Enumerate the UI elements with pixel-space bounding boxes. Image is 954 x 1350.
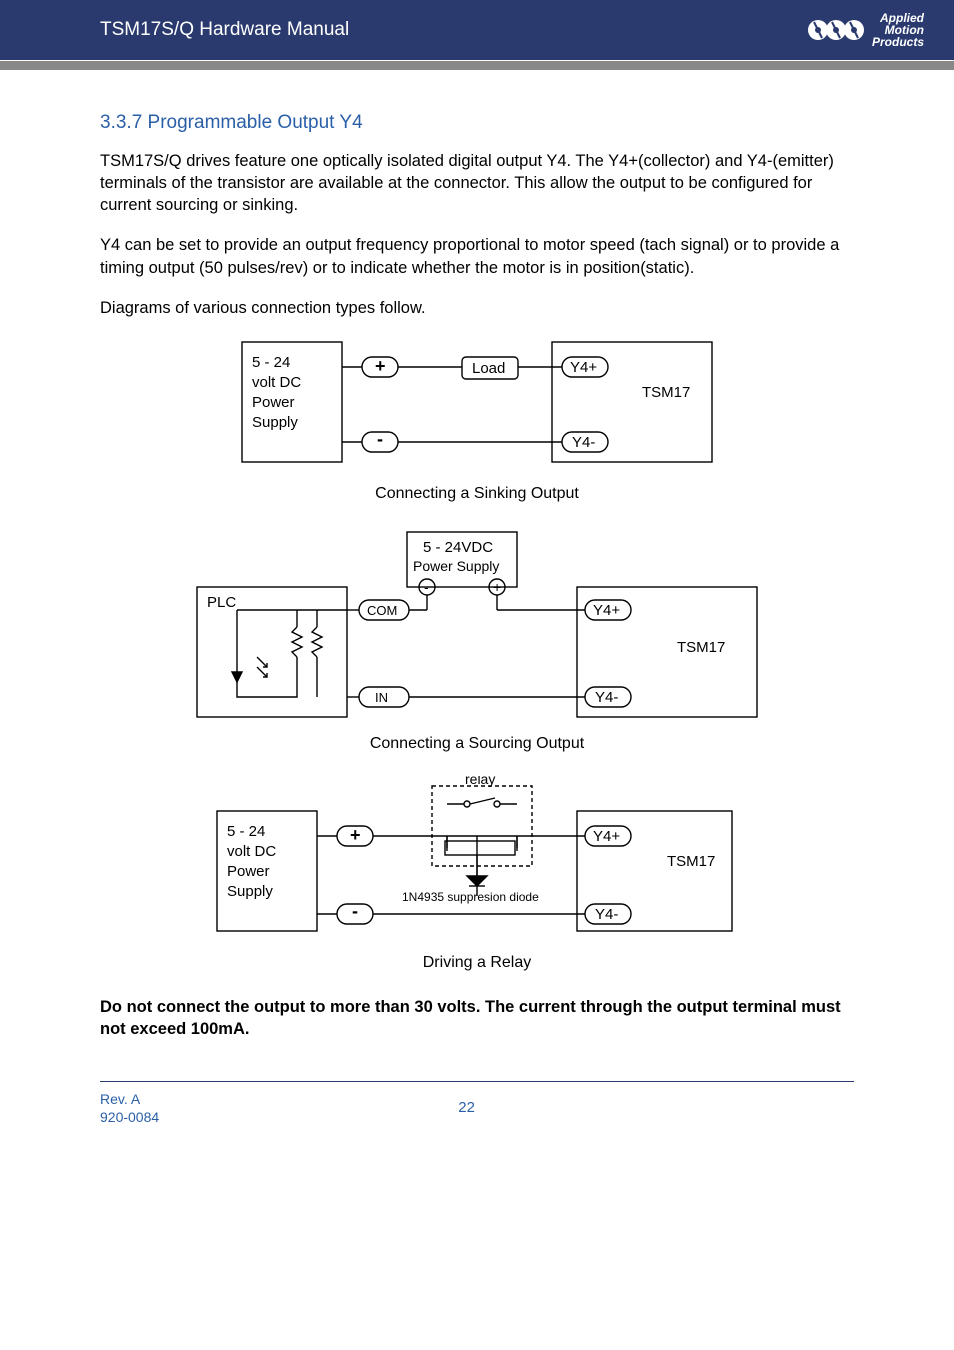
page-footer: Rev. A 920-0084 22 [0,1082,954,1156]
d1-supply-l1: 5 - 24 [252,354,290,371]
paragraph-3: Diagrams of various connection types fol… [100,297,854,319]
d2-com: COM [367,603,397,618]
doc-title: TSM17S/Q Hardware Manual [100,19,349,41]
svg-text:+: + [375,356,386,376]
d1-supply-l4: Supply [252,414,298,431]
d1-supply-l2: volt DC [252,374,301,391]
d2-ps-l1: 5 - 24VDC [423,539,493,556]
d2-plc: PLC [207,594,236,611]
svg-text:-: - [377,429,383,449]
d2-ps-l2: Power Supply [413,558,499,574]
d2-in: IN [375,690,388,705]
brand-logo: Applied Motion Products [806,12,924,48]
d3-relay: relay [465,776,495,787]
d3-supply-l1: 5 - 24 [227,823,265,840]
brand-text: Applied Motion Products [872,12,924,48]
d2-y4p: Y4+ [593,602,620,619]
d1-y4m: Y4- [572,434,595,451]
paragraph-2: Y4 can be set to provide an output frequ… [100,234,854,279]
d1-y4p: Y4+ [570,359,597,376]
caption-1: Connecting a Sinking Output [100,483,854,505]
page-content: 3.3.7 Programmable Output Y4 TSM17S/Q dr… [0,70,954,1081]
diagram-sourcing-output: PLC COM IN 5 - 24VDC Power Supply - + Y4… [100,527,854,727]
caption-2: Connecting a Sourcing Output [100,733,854,755]
paragraph-1: TSM17S/Q drives feature one optically is… [100,150,854,217]
diagram-relay: 5 - 24 volt DC Power Supply + - relay 1N… [100,776,854,946]
caption-3: Driving a Relay [100,952,854,974]
header-underbar [0,60,954,70]
d2-y4m: Y4- [595,689,618,706]
d1-supply-l3: Power [252,394,295,411]
diagram-sinking-output: 5 - 24 volt DC Power Supply + - Load Y4+… [100,337,854,477]
page-number: 22 [458,1099,475,1116]
svg-text:-: - [424,579,429,595]
d3-diode: 1N4935 suppresion diode [402,890,539,904]
d3-supply-l3: Power [227,863,270,880]
gears-icon [806,12,866,48]
page-header: TSM17S/Q Hardware Manual Applied Motion … [0,0,954,60]
d1-load: Load [472,360,505,377]
svg-text:-: - [352,901,358,921]
section-heading: 3.3.7 Programmable Output Y4 [100,110,854,136]
footer-rev-block: Rev. A 920-0084 [100,1090,159,1126]
d3-supply-l2: volt DC [227,843,276,860]
d2-device: TSM17 [677,639,725,656]
d3-supply-l4: Supply [227,883,273,900]
d3-y4m: Y4- [595,906,618,923]
d1-device: TSM17 [642,384,690,401]
svg-text:+: + [350,825,361,845]
d3-y4p: Y4+ [593,828,620,845]
svg-text:+: + [493,579,501,595]
d3-device: TSM17 [667,853,715,870]
warning-note: Do not connect the output to more than 3… [100,996,854,1041]
